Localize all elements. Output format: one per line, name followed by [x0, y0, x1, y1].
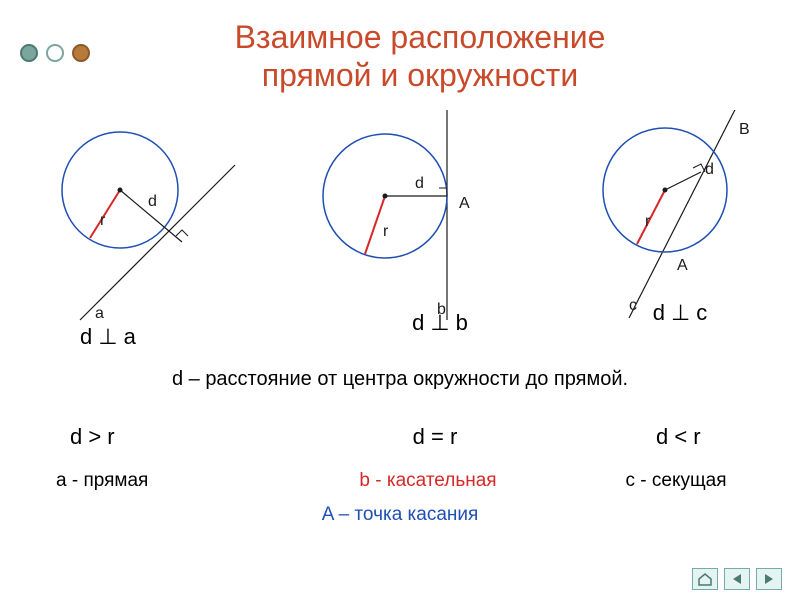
nav-home-button[interactable] — [692, 568, 718, 590]
nav-buttons — [692, 568, 782, 590]
svg-text:A: A — [459, 195, 470, 212]
perp-2: d ⊥ b — [320, 310, 560, 336]
dot-3 — [72, 44, 90, 62]
svg-text:r: r — [100, 212, 106, 229]
perpendicular-row: d ⊥ a d ⊥ b d ⊥ c — [0, 324, 800, 350]
svg-text:r: r — [383, 223, 389, 240]
type-2: b - касательная — [304, 470, 552, 492]
title-line-1: Взаимное расположение — [235, 19, 606, 55]
nav-prev-button[interactable] — [724, 568, 750, 590]
title-line-2: прямой и окружности — [262, 57, 578, 93]
diagram-row: rda rdAb rdABc — [0, 110, 800, 330]
cond-3: d < r — [557, 424, 800, 450]
dot-1 — [20, 44, 38, 62]
triangle-left-icon — [731, 572, 743, 586]
tangent-point-note: A – точка касания — [0, 504, 800, 526]
cond-2: d = r — [313, 424, 556, 450]
condition-row: d > r d = r d < r — [0, 424, 800, 450]
home-icon — [697, 572, 713, 586]
svg-text:d: d — [705, 161, 714, 178]
svg-text:a: a — [95, 305, 104, 322]
svg-text:d: d — [148, 193, 157, 210]
diagram-3: rdABc — [533, 110, 800, 330]
diagram-1: r d a — [0, 110, 267, 330]
perp-3: d ⊥ c — [560, 300, 800, 326]
svg-text:B: B — [739, 121, 750, 138]
nav-next-button[interactable] — [756, 568, 782, 590]
type-row: a - прямая b - касательная c - секущая — [0, 470, 800, 492]
type-3: c - секущая — [552, 470, 800, 492]
svg-text:r: r — [645, 213, 651, 230]
triangle-right-icon — [763, 572, 775, 586]
page-title: Взаимное расположение прямой и окружност… — [140, 18, 700, 95]
cond-1: d > r — [0, 424, 313, 450]
type-1: a - прямая — [0, 470, 304, 492]
diagram-2: rdAb — [267, 110, 534, 330]
svg-text:d: d — [415, 175, 424, 192]
distance-note: d – расстояние от центра окружности до п… — [0, 368, 800, 391]
decoration-dots — [20, 44, 90, 62]
dot-2 — [46, 44, 64, 62]
perp-1: d ⊥ a — [0, 324, 320, 350]
svg-text:A: A — [677, 257, 688, 274]
